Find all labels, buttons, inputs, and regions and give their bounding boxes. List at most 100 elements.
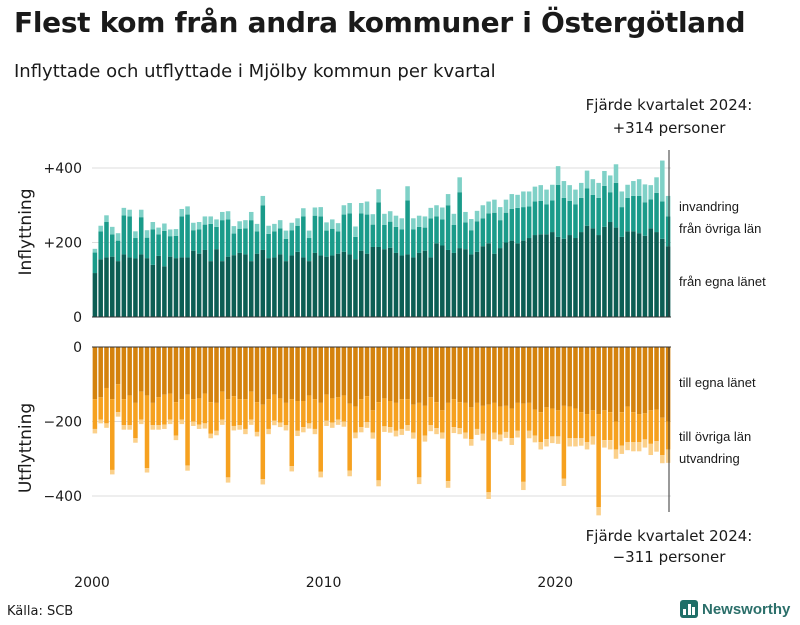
bar-segment [185,206,190,215]
bar-segment [532,201,538,236]
bar-segment [272,257,277,317]
bar-segment [486,201,491,214]
bar-segment [515,402,520,431]
bar-segment [457,177,462,193]
bar-segment [133,238,138,259]
bar-segment [445,205,451,250]
bar-segment [196,229,202,254]
legend-label: till egna länet [679,375,756,390]
bar-segment [243,399,248,429]
bar-segment [330,398,335,423]
bar-segment [497,248,503,317]
bar-segment [660,160,665,202]
bar-segment [393,430,399,437]
bar-segment [167,393,173,420]
bar-segment [167,236,173,257]
bar-segment [115,240,121,262]
bar-segment [596,347,601,415]
bar-segment [214,249,219,317]
bar-segment [399,428,405,435]
bar-segment [208,216,213,224]
bar-segment [515,207,520,244]
brand-name: Newsworthy [702,600,791,618]
bar-segment [156,255,161,317]
bar-segment [405,254,410,317]
bar-segment [492,253,497,317]
bar-segment [503,212,509,243]
bar-segment [515,430,520,438]
bar-segment [468,407,474,440]
bar-segment [631,181,636,196]
bar-segment [440,219,445,246]
x-tick-label: 2000 [74,575,110,591]
bar-segment [231,255,237,317]
bar-segment [451,224,457,253]
bar-segment [254,347,260,403]
bar-segment [364,253,370,317]
bar-segment [214,347,219,403]
bar-segment [98,231,103,260]
bar-segment [596,182,601,198]
bar-segment [411,432,416,439]
bar-segment [237,425,242,430]
bar-segment [133,347,138,403]
bar-segment [492,347,497,403]
bar-segment [509,347,515,409]
bar-segment [561,405,567,479]
bar-segment [121,215,127,255]
bar-segment [584,188,590,226]
bar-segment [405,399,410,426]
bar-segment [167,256,173,317]
bar-segment [150,425,156,430]
bar-segment [358,213,364,251]
bar-segment [295,251,300,317]
bar-segment [301,216,306,258]
bar-segment [434,347,439,403]
bar-segment [544,189,549,205]
bar-segment [156,227,161,235]
bar-segment [144,237,150,259]
bar-segment [497,220,503,249]
bar-segment [179,399,185,420]
bar-segment [567,347,572,407]
bar-segment [428,397,433,426]
bar-segment [422,435,428,442]
bar-segment [324,256,329,317]
bar-segment [364,201,370,215]
bar-segment [156,347,161,398]
bar-segment [631,347,636,413]
bar-segment [532,186,538,202]
bar-segment [295,401,300,431]
bar-segment [248,419,254,425]
annotation-text: −311 personer [613,548,727,566]
bar-segment [451,213,457,225]
bar-segment [376,347,381,403]
bar-segment [434,402,439,429]
bar-segment [416,252,422,317]
bar-segment [370,214,376,225]
bar-segment [318,207,323,217]
bar-segment [358,347,364,400]
bar-segment [468,254,474,317]
bar-segment [625,406,630,442]
bar-segment [532,235,538,317]
bar-segment [573,347,578,409]
bar-segment [550,184,555,201]
y-axis-label: Inflyttning [16,189,36,276]
bar-segment [457,347,462,403]
bar-segment [480,405,486,434]
bar-segment [538,347,543,413]
bar-segment [474,251,480,317]
bar-segment [579,197,584,233]
bar-segment [619,347,625,413]
bar-segment [422,347,428,406]
bar-segment [526,238,532,317]
bar-segment [341,214,347,252]
bar-segment [428,257,433,317]
bar-segment [509,408,515,439]
bar-segment [237,221,242,229]
bar-segment [625,347,630,407]
bar-segment [544,439,549,447]
bar-segment [660,201,665,239]
bar-segment [503,199,509,213]
